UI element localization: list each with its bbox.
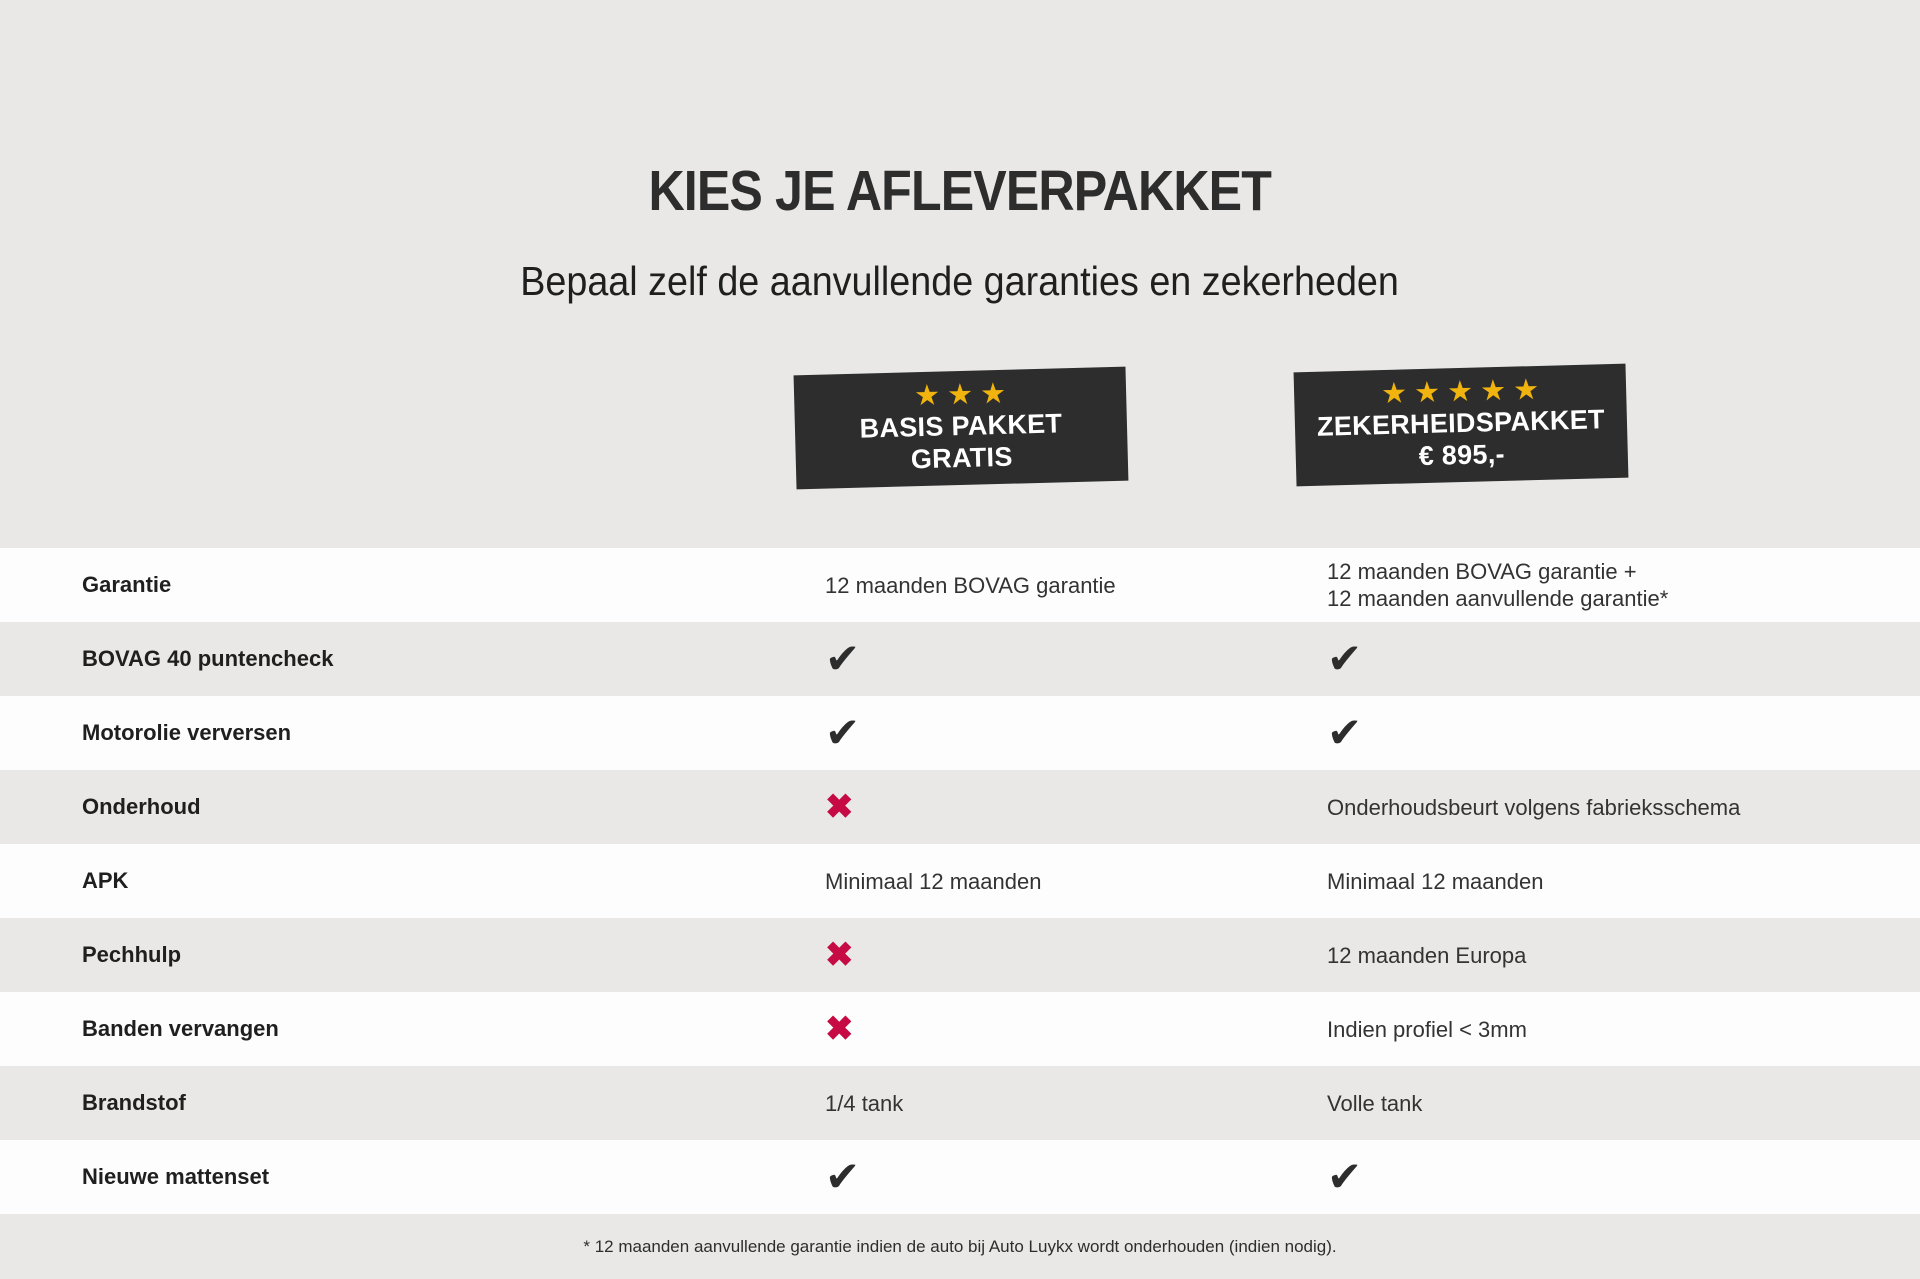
check-icon: ✔ [1327,635,1363,682]
cell-text: 12 maanden BOVAG garantie [825,572,1116,598]
check-icon: ✔ [825,1153,861,1200]
row-label: Nieuwe mattenset [82,1164,270,1189]
check-icon: ✔ [1327,1153,1363,1200]
check-icon: ✔ [1327,709,1363,756]
row-label: APK [82,868,129,893]
cell-text: 1/4 tank [825,1090,904,1116]
table-row-motorolie: Motorolie verversen ✔ ✔ [0,696,1920,770]
row-label: Brandstof [82,1090,186,1115]
check-icon: ✔ [825,635,861,682]
footnote-text: * 12 maanden aanvullende garantie indien… [583,1236,1337,1256]
table-row-banden: Banden vervangen ✖ Indien profiel < 3mm [0,992,1920,1066]
page-subtitle: Bepaal zelf de aanvullende garanties en … [0,258,1920,305]
package-basis-card[interactable]: ★★★ BASIS PAKKET GRATIS [793,366,1129,490]
cell-text: Onderhoudsbeurt volgens fabrieksschema [1327,794,1741,820]
table-row-mattenset: Nieuwe mattenset ✔ ✔ [0,1140,1920,1214]
page-subtitle-text: Bepaal zelf de aanvullende garanties en … [520,258,1400,304]
cell-text: Volle tank [1327,1090,1423,1116]
table-row-garantie: Garantie 12 maanden BOVAG garantie 12 ma… [0,548,1920,622]
row-label: Banden vervangen [82,1016,279,1041]
table-row-pechhulp: Pechhulp ✖ 12 maanden Europa [0,918,1920,992]
cell-text: 12 maanden Europa [1327,942,1527,968]
table-row-puntencheck: BOVAG 40 puntencheck ✔ ✔ [0,622,1920,696]
row-label: Onderhoud [82,794,201,819]
cell-text: Minimaal 12 maanden [825,868,1042,894]
row-label: BOVAG 40 puntencheck [82,646,334,671]
cross-icon: ✖ [825,936,854,974]
table-row-apk: APK Minimaal 12 maanden Minimaal 12 maan… [0,844,1920,918]
page-title-text: KIES JE AFLEVERPAKKET [648,159,1272,223]
cell-text: Indien profiel < 3mm [1327,1016,1527,1042]
row-label: Motorolie verversen [82,720,292,745]
table-row-brandstof: Brandstof 1/4 tank Volle tank [0,1066,1920,1140]
row-label: Pechhulp [82,942,182,967]
cross-icon: ✖ [825,788,854,826]
cell-text: Minimaal 12 maanden [1327,868,1544,894]
package-zekerheid-card[interactable]: ★★★★★ ZEKERHEIDSPAKKET € 895,- [1293,363,1629,487]
check-icon: ✔ [825,709,861,756]
comparison-table: Garantie 12 maanden BOVAG garantie 12 ma… [0,548,1920,1214]
footnote-band: * 12 maanden aanvullende garantie indien… [0,1214,1920,1279]
cell-text: 12 maanden BOVAG garantie + 12 maanden a… [1327,559,1669,611]
table-row-onderhoud: Onderhoud ✖ Onderhoudsbeurt volgens fabr… [0,770,1920,844]
page-title: KIES JE AFLEVERPAKKET [0,158,1920,224]
cross-icon: ✖ [825,1010,854,1048]
row-label: Garantie [82,572,172,597]
